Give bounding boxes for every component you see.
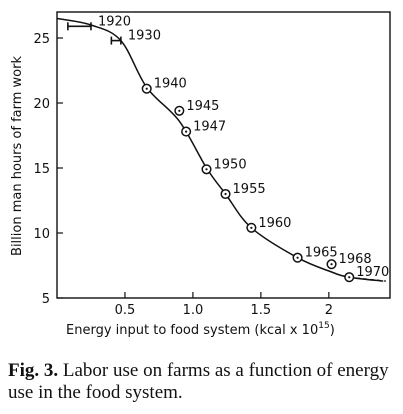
x-axis-ticks: 0.5 1.0 1.5 2 [115,292,333,318]
point-label: 1920 [98,14,131,29]
y-axis-title: Billion man hours of farm work [10,56,25,256]
y-tick-label: 25 [33,32,50,47]
x-axis-title-main: Energy input to food system (kcal x 10 [66,323,318,338]
point-label: 1955 [233,182,266,197]
y-tick-label: 20 [33,97,50,112]
data-point-center [250,227,252,229]
x-axis-title-exponent: 15 [318,321,329,331]
data-point-center [146,88,148,90]
y-tick-label: 10 [33,227,50,242]
data-point-center [348,276,350,278]
point-label: 1947 [193,120,226,135]
data-point-center [185,131,187,133]
caption-text: Labor use on farms as a function of ener… [8,360,389,403]
point-label: 1940 [154,77,187,92]
y-tick-label: 5 [42,292,50,307]
data-point-center [205,168,207,170]
point-label: 1960 [258,216,291,231]
trend-curve-layer [57,19,386,282]
point-label: 1945 [186,99,219,114]
point-label: 1965 [305,246,338,261]
data-point-center [178,110,180,112]
x-tick-label: 0.5 [115,303,136,318]
point-label: 1930 [128,29,161,44]
data-point-center [330,263,332,265]
data-point-center [296,257,298,259]
trend-curve [57,19,383,282]
y-axis-ticks: 5 10 15 20 25 [33,32,63,307]
point-label: 1950 [214,157,247,172]
x-tick-label: 1.5 [251,303,272,318]
y-tick-label: 15 [33,162,50,177]
x-axis-title-close: ) [330,323,335,338]
x-tick-label: 1.0 [183,303,204,318]
x-tick-label: 2 [325,303,333,318]
point-label: 1970 [356,265,389,280]
x-axis-title: Energy input to food system (kcal x 1015… [66,321,335,338]
caption-label: Fig. 3. [8,360,58,381]
data-point-center [224,193,226,195]
figure-caption: Fig. 3. Labor use on farms as a function… [8,360,398,404]
